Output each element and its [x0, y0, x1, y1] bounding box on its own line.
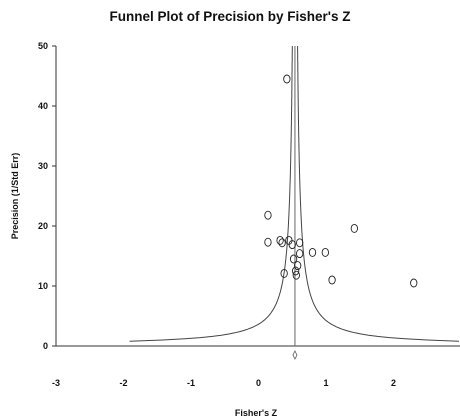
data-point [410, 278, 418, 288]
ticks: 0 10 20 30 40 50 -3 -2 -1 0 1 2 [38, 41, 396, 388]
data-point [264, 210, 272, 220]
data-point [283, 74, 291, 84]
data-point [308, 247, 317, 257]
x-tick-label: -2 [119, 378, 127, 388]
data-point [328, 275, 336, 285]
data-point [296, 238, 304, 248]
data-points [264, 74, 418, 288]
data-point [280, 268, 288, 278]
y-tick-label: 20 [38, 221, 48, 231]
data-point [289, 254, 298, 264]
y-tick-label: 10 [38, 281, 48, 291]
summary-diamond [292, 350, 298, 360]
summary [292, 350, 298, 360]
y-tick-label: 40 [38, 101, 48, 111]
funnel-left-curve [129, 46, 293, 342]
y-tick-label: 50 [38, 41, 48, 51]
data-point [288, 240, 296, 250]
chart-title: Funnel Plot of Precision by Fisher's Z [109, 9, 351, 24]
y-tick-label: 30 [38, 161, 48, 171]
y-axis-title: Precision (1/Std Err) [10, 153, 20, 240]
x-tick-label: -1 [187, 378, 195, 388]
data-point [264, 237, 272, 247]
funnel [129, 46, 460, 346]
x-tick-label: 2 [391, 378, 396, 388]
data-point [321, 247, 329, 257]
x-tick-label: -3 [52, 378, 60, 388]
data-point [293, 261, 302, 271]
axes [55, 46, 460, 347]
data-point [296, 249, 304, 259]
x-axis-title: Fisher's Z [235, 408, 278, 418]
x-tick-label: 0 [256, 378, 261, 388]
data-point [292, 270, 300, 280]
data-point [278, 238, 286, 248]
data-point [276, 235, 284, 245]
data-point [291, 266, 300, 276]
funnel-right-curve [297, 46, 460, 342]
data-point [350, 223, 358, 233]
x-tick-label: 1 [323, 378, 328, 388]
y-tick-label: 0 [43, 341, 48, 351]
